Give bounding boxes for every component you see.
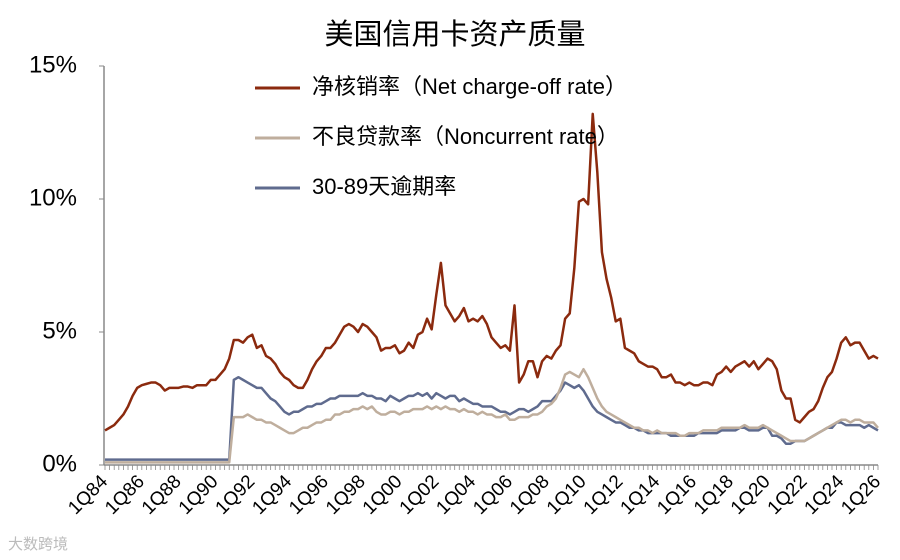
x-tick-label: 1Q98 xyxy=(322,471,370,519)
x-tick-label: 1Q14 xyxy=(617,471,665,519)
watermark: 大数跨境 xyxy=(8,535,68,553)
x-tick-label: 1Q24 xyxy=(801,471,849,519)
y-tick-label: 0% xyxy=(42,450,77,477)
x-tick-label: 1Q12 xyxy=(580,471,628,519)
series-line xyxy=(104,112,879,432)
series-line xyxy=(105,367,879,464)
legend-label: 净核销率（Net charge-off rate） xyxy=(312,74,627,99)
x-tick-label: 1Q22 xyxy=(764,471,812,519)
legend-label: 不良贷款率（Noncurrent rate） xyxy=(312,124,619,149)
legend-label: 30-89天逾期率 xyxy=(312,174,456,199)
y-tick-label: 10% xyxy=(29,184,77,211)
x-tick-label: 1Q88 xyxy=(138,471,186,519)
y-tick-label: 5% xyxy=(42,317,77,344)
x-tick-label: 1Q10 xyxy=(543,471,591,519)
x-tick-label: 1Q04 xyxy=(432,471,480,519)
x-tick-label: 1Q86 xyxy=(101,471,149,519)
x-tick-label: 1Q90 xyxy=(175,471,223,519)
x-tick-label: 1Q94 xyxy=(248,471,296,519)
x-tick-label: 1Q06 xyxy=(469,471,517,519)
x-tick-label: 1Q00 xyxy=(359,471,407,519)
x-tick-label: 1Q92 xyxy=(212,471,260,519)
chart-title: 美国信用卡资产质量 xyxy=(324,17,585,51)
x-tick-label: 1Q02 xyxy=(396,471,444,519)
series-line xyxy=(105,375,879,461)
x-tick-label: 1Q18 xyxy=(690,471,738,519)
x-tick-label: 1Q08 xyxy=(506,471,554,519)
y-tick-label: 15% xyxy=(29,51,77,78)
x-tick-label: 1Q96 xyxy=(285,471,333,519)
x-tick-label: 1Q26 xyxy=(837,471,885,519)
x-tick-label: 1Q84 xyxy=(64,471,112,519)
x-tick-label: 1Q16 xyxy=(653,471,701,519)
x-tick-label: 1Q20 xyxy=(727,471,775,519)
